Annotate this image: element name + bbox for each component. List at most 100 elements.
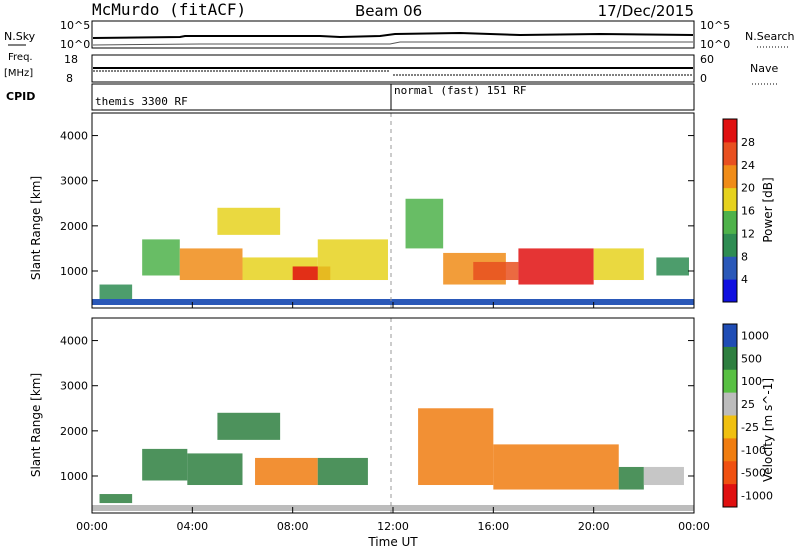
nsearch-lo-tick: 10^0: [700, 38, 730, 51]
nsky-label: N.Sky: [4, 30, 36, 43]
cpid-label: CPID: [6, 90, 35, 103]
cpid-strip: CPID themis 3300 RF normal (fast) 151 RF: [6, 83, 695, 111]
velocity-colorbar-frame: [722, 323, 738, 508]
power-panel: 1000 2000 3000 4000 Slant Range [km] 4 8 12 16…: [29, 112, 775, 309]
velocity-colorbar-tick-3: 25: [741, 398, 755, 411]
power-scatter-region-9: [473, 261, 519, 281]
power-colorbar-tick-0: 4: [741, 273, 748, 286]
power-scatter-region-1: [142, 239, 180, 276]
velocity-x-tick-label-5: 20:00: [578, 520, 610, 533]
velocity-colorbar-swatch-2: [723, 369, 737, 394]
velocity-colorbar-swatch-3: [723, 392, 737, 416]
velocity-x-tick-label-4: 16:00: [477, 520, 509, 533]
velocity-colorbar-swatch-1: [723, 346, 737, 371]
nave-trace: [93, 70, 693, 76]
freq-hi-tick: 18: [64, 53, 78, 66]
velocity-scatter-region-2: [187, 453, 243, 486]
nsky-hi-tick: 10^5: [60, 19, 90, 32]
velocity-y-tick-label-2: 3000: [60, 380, 88, 393]
freq-strip: Freq. [MHz] 18 8 60 0 Nave: [4, 52, 778, 85]
power-regions: [99, 198, 689, 303]
nsearch-label: N.Search: [745, 30, 795, 43]
beam-title: Beam 06: [355, 2, 422, 20]
power-scatter-region-2: [179, 248, 243, 281]
velocity-y-tick-label-0: 1000: [60, 470, 88, 483]
velocity-x-tick-label-6: 00:00: [678, 520, 710, 533]
power-colorbar-tick-2: 12: [741, 227, 755, 240]
nsearch-trace: [92, 31, 694, 39]
velocity-x-tick-label-3: 12:00: [377, 520, 409, 533]
x-axis-label: Time UT: [367, 535, 418, 549]
power-scatter-region-11: [593, 248, 644, 281]
freq-strip-frame: [91, 54, 695, 83]
power-colorbar-swatch-6: [723, 141, 737, 166]
velocity-scatter-region-6: [418, 408, 494, 486]
velocity-scatter-region-4: [255, 457, 318, 486]
nsearch-hi-tick: 10^5: [700, 19, 730, 32]
power-colorbar-swatch-5: [723, 164, 737, 189]
nave-lo-tick: 0: [700, 72, 707, 85]
power-y-tick-label-3: 4000: [60, 130, 88, 143]
velocity-scatter-region-5: [317, 457, 368, 486]
nsky-lo-tick: 10^0: [60, 38, 90, 51]
power-colorbar-tick-5: 24: [741, 159, 755, 172]
power-colorbar-frame: [722, 118, 738, 303]
nsky-trace: [92, 41, 693, 46]
velocity-colorbar-label: Velocity [m s^-1]: [761, 378, 775, 482]
power-colorbar-swatch-7: [723, 119, 737, 143]
power-colorbar: 4 8 12 16 20 24 28: [722, 118, 755, 303]
power-scatter-region-0: [99, 284, 133, 303]
freq-label: Freq.: [8, 52, 33, 63]
power-y-tick-label-0: 1000: [60, 265, 88, 278]
power-scatter-region-10: [518, 248, 594, 285]
velocity-y-axis-label: Slant Range [km]: [29, 373, 43, 477]
velocity-regions: [99, 408, 684, 504]
date-title: 17/Dec/2015: [598, 2, 694, 20]
power-colorbar-swatch-3: [723, 210, 737, 234]
power-y-tick-label-1: 2000: [60, 220, 88, 233]
velocity-x-tick-label-1: 04:00: [176, 520, 208, 533]
station-title: McMurdo (fitACF): [92, 0, 246, 19]
velocity-colorbar-tick-4: -25: [741, 421, 759, 434]
velocity-colorbar-swatch-6: [723, 461, 737, 485]
nave-hi-tick: 60: [700, 53, 714, 66]
velocity-scatter-region-8: [618, 466, 644, 490]
power-scatter-region-6: [317, 239, 388, 281]
power-colorbar-label: Power [dB]: [761, 177, 775, 242]
power-colorbar-tick-3: 16: [741, 205, 755, 218]
velocity-scatter-region-3: [217, 412, 281, 440]
velocity-scatter-region-9: [643, 466, 684, 486]
velocity-scatter-region-1: [142, 448, 188, 481]
cpid-mode-normal: normal (fast) 151 RF: [394, 84, 526, 97]
velocity-x-axis: 00:00 04:00 08:00 12:00 16:00 20:00 00:00: [76, 507, 710, 533]
power-colorbar-swatch-1: [723, 256, 737, 280]
velocity-colorbar-tick-1: 500: [741, 352, 762, 365]
velocity-colorbar-swatch-5: [723, 438, 737, 462]
noise-strip: 10^5 10^0 10^5 10^0 N.Sky N.Search: [4, 19, 795, 51]
velocity-colorbar-swatch-0: [723, 324, 737, 348]
velocity-colorbar-tick-7: -1000: [741, 490, 773, 503]
power-y-axis: 1000 2000 3000 4000: [60, 130, 694, 278]
velocity-x-tick-label-0: 00:00: [76, 520, 108, 533]
cpid-strip-frame: [91, 83, 695, 111]
power-colorbar-swatch-4: [723, 187, 737, 211]
power-x-axis: [91, 302, 695, 308]
power-scatter-region-3: [217, 207, 281, 235]
nave-label: Nave: [750, 62, 778, 75]
power-colorbar-swatch-2: [723, 233, 737, 257]
velocity-colorbar-tick-6: -500: [741, 467, 766, 480]
velocity-colorbar: 1000 500 100 25 -25 -100 -500 -1000: [722, 323, 773, 508]
velocity-y-axis: 1000 2000 3000 4000: [60, 335, 694, 483]
velocity-colorbar-tick-5: -100: [741, 444, 766, 457]
power-colorbar-tick-1: 8: [741, 250, 748, 263]
power-colorbar-swatch-0: [723, 279, 737, 303]
velocity-colorbar-swatch-7: [723, 484, 737, 508]
freq-lo-tick: 8: [66, 72, 73, 85]
noise-strip-frame: [91, 20, 695, 49]
velocity-colorbar-swatch-4: [723, 415, 737, 439]
velocity-y-tick-label-3: 4000: [60, 335, 88, 348]
cpid-mode-themis: themis 3300 RF: [95, 95, 188, 108]
